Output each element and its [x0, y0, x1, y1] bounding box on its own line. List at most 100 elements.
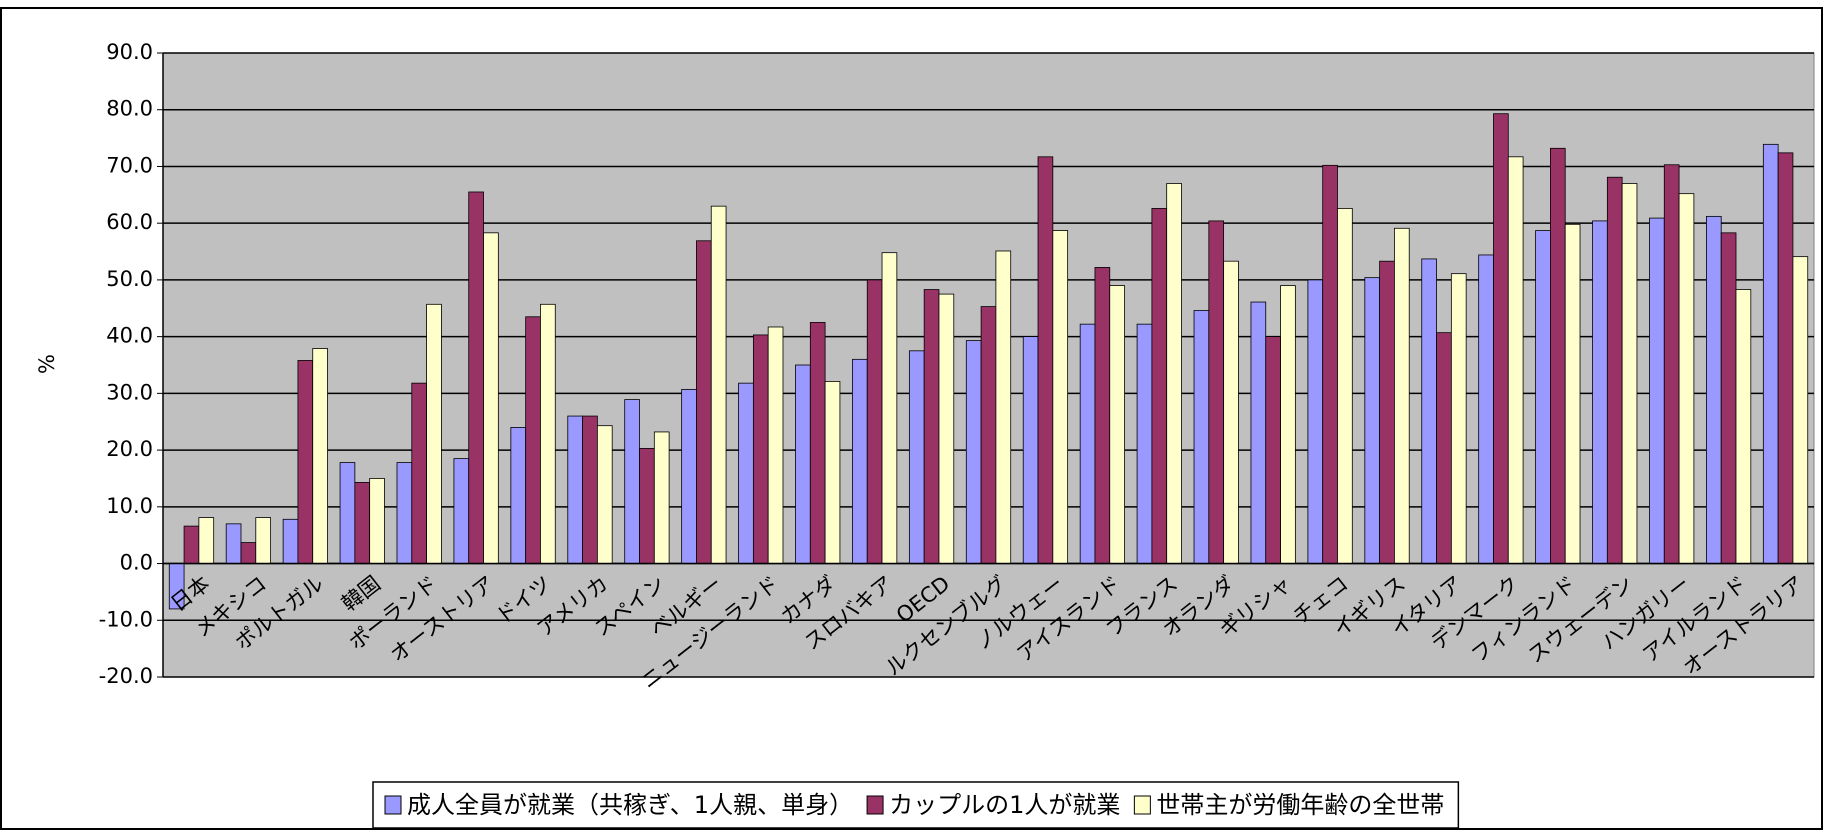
legend-label: 世帯主が労働年齢の全世帯 — [1156, 791, 1444, 819]
bar — [738, 382, 754, 564]
bar — [297, 360, 314, 564]
bar — [1250, 301, 1267, 564]
bar — [1663, 164, 1680, 564]
bar — [339, 462, 356, 564]
bar — [312, 348, 328, 564]
bar — [1337, 208, 1353, 564]
bar — [866, 279, 883, 564]
bar — [1322, 164, 1338, 564]
bar — [752, 334, 769, 564]
bar — [582, 415, 598, 564]
legend-label: 成人全員が就業（共稼ぎ、1人親、単身） — [407, 791, 853, 819]
bar — [965, 340, 982, 564]
bar — [1777, 152, 1794, 564]
bar — [1592, 220, 1608, 564]
bar — [995, 250, 1012, 564]
bar — [1621, 183, 1638, 564]
y-tick-label: 80.0 — [106, 97, 153, 121]
bar — [1550, 147, 1566, 564]
bar — [567, 415, 583, 564]
bar — [1307, 279, 1324, 564]
bar — [225, 523, 242, 564]
bar — [1094, 267, 1111, 564]
bar — [369, 478, 385, 564]
bar — [596, 425, 613, 564]
bar — [183, 525, 200, 564]
y-tick-label: 40.0 — [106, 324, 153, 348]
bar — [852, 358, 868, 564]
bar — [795, 364, 811, 564]
bar — [453, 458, 470, 564]
bar — [540, 303, 556, 564]
bar — [1535, 230, 1551, 564]
legend-swatch — [866, 795, 884, 815]
bar — [639, 447, 655, 564]
bar — [1678, 193, 1695, 564]
bar — [938, 293, 955, 564]
bar — [1379, 260, 1395, 564]
y-axis-label: % — [35, 354, 59, 374]
bar — [1436, 332, 1452, 564]
y-tick-label: 10.0 — [106, 494, 153, 518]
bar — [696, 240, 712, 564]
bar — [483, 232, 499, 564]
bar — [681, 388, 697, 564]
bar — [1478, 254, 1494, 564]
y-tick-label: -10.0 — [99, 607, 153, 631]
bar — [1792, 256, 1809, 564]
bar — [1394, 227, 1410, 564]
bar — [653, 431, 670, 564]
bar — [1649, 217, 1665, 564]
bar — [1735, 289, 1752, 564]
bar — [923, 289, 940, 564]
bar — [198, 517, 215, 564]
bar — [908, 350, 925, 564]
bar — [809, 322, 826, 564]
bar — [1037, 156, 1054, 564]
bar — [1022, 336, 1039, 564]
y-tick-label: 50.0 — [106, 267, 153, 291]
bar — [396, 462, 413, 564]
bar — [510, 426, 527, 564]
bar — [1151, 208, 1168, 564]
legend-swatch — [1133, 795, 1151, 815]
bar — [1223, 260, 1239, 564]
bar — [1606, 176, 1623, 564]
bar — [1136, 323, 1153, 564]
bar — [1364, 277, 1381, 564]
y-tick-label: 30.0 — [106, 380, 153, 404]
bar — [426, 303, 442, 564]
bar — [1079, 323, 1096, 564]
legend-label: カップルの1人が就業 — [889, 791, 1120, 819]
bar — [1762, 143, 1779, 564]
y-tick-label: 90.0 — [106, 40, 153, 64]
bar — [1193, 310, 1210, 564]
y-tick-label: 20.0 — [106, 437, 153, 461]
bar — [980, 306, 997, 564]
bar — [1493, 113, 1509, 564]
bar — [525, 316, 541, 564]
bar — [1265, 336, 1281, 564]
legend-box — [372, 781, 1460, 829]
y-tick-label: 0.0 — [120, 551, 153, 575]
bar — [468, 191, 484, 564]
bar — [1280, 285, 1296, 564]
bar — [1421, 258, 1437, 564]
bar — [824, 381, 841, 564]
bar — [881, 252, 898, 564]
bar — [1052, 230, 1069, 564]
legend-swatch — [384, 795, 402, 815]
y-tick-label: 60.0 — [106, 210, 153, 234]
bar — [1208, 220, 1225, 564]
bar — [255, 517, 271, 564]
bar — [1166, 183, 1182, 564]
bar — [710, 205, 727, 564]
bar — [411, 382, 427, 564]
legend: 成人全員が就業（共稼ぎ、1人親、単身） カップルの1人が就業 世帯主が労働年齢の全世… — [372, 781, 1460, 829]
bar — [240, 542, 257, 564]
bar — [1564, 223, 1581, 564]
bar — [282, 518, 299, 564]
bar — [1109, 285, 1125, 564]
bar — [1507, 156, 1524, 564]
